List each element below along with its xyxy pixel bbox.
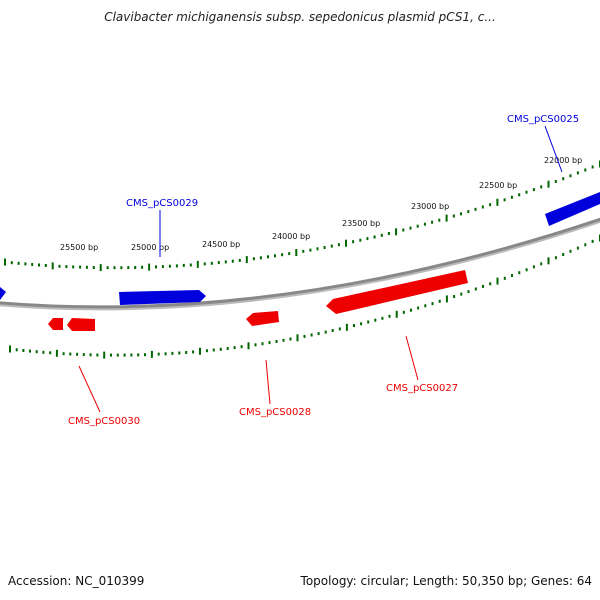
gene-feature-cms-pcs0025[interactable] [545,192,600,226]
plasmid-backbone [0,217,600,309]
gene-label-cms-pcs0027[interactable]: CMS_pCS0027 [386,383,458,394]
gene-feature-cms-pcs0028[interactable] [246,311,279,326]
gene-label-cms-pcs0029[interactable]: CMS_pCS0029 [126,198,198,209]
gene-label-cms-pcs0028[interactable]: CMS_pCS0028 [239,407,311,418]
tick-label-23000: 23000 bp [411,202,449,211]
gene-cms-pcs0025[interactable]: CMS_pCS0025 [507,114,600,226]
gene-feature-edge-forward[interactable] [0,287,6,300]
gene-cms-pcs0027[interactable]: CMS_pCS0027 [326,270,468,394]
tick-label-24000: 24000 bp [272,232,310,241]
gene-cms-pcs0028[interactable]: CMS_pCS0028 [239,311,311,418]
outer-tick-ring [4,160,600,272]
tick-label-23500: 23500 bp [342,219,380,228]
tick-label-24500: 24500 bp [202,240,240,249]
accession-label: Accession: NC_010399 [8,574,145,588]
gene-leader-cms-pcs0025 [544,125,563,173]
tick-label-25000: 25000 bp [131,243,169,252]
gene-label-cms-pcs0025[interactable]: CMS_pCS0025 [507,114,579,125]
map-title: Clavibacter michiganensis subsp. sepedon… [104,10,496,24]
gene-leader-cms-pcs0028 [265,359,271,405]
gene-leader-cms-pcs0027 [405,335,419,381]
gene-feature-cms-pcs0030-b[interactable] [48,318,63,330]
map-summary: Topology: circular; Length: 50,350 bp; G… [300,574,592,588]
gene-leader-cms-pcs0030 [78,365,101,413]
gene-feature-cms-pcs0029[interactable] [119,290,206,305]
backbone-shadow [0,219,600,311]
gene-feature-cms-pcs0030-a[interactable] [67,318,95,331]
gene-cms-pcs0029[interactable]: CMS_pCS0029 [119,198,206,305]
gene-feature-cms-pcs0027[interactable] [326,270,468,314]
tick-label-25500: 25500 bp [60,243,98,252]
inner-tick-ring [9,234,600,359]
tick-label-22000: 22000 bp [544,156,582,165]
tick-labels: 25500 bp 25000 bp 24500 bp 24000 bp 2350… [60,156,582,252]
gene-cms-pcs0030[interactable]: CMS_pCS0030 [48,318,140,427]
gene-label-cms-pcs0030[interactable]: CMS_pCS0030 [68,416,140,427]
tick-label-22500: 22500 bp [479,181,517,190]
